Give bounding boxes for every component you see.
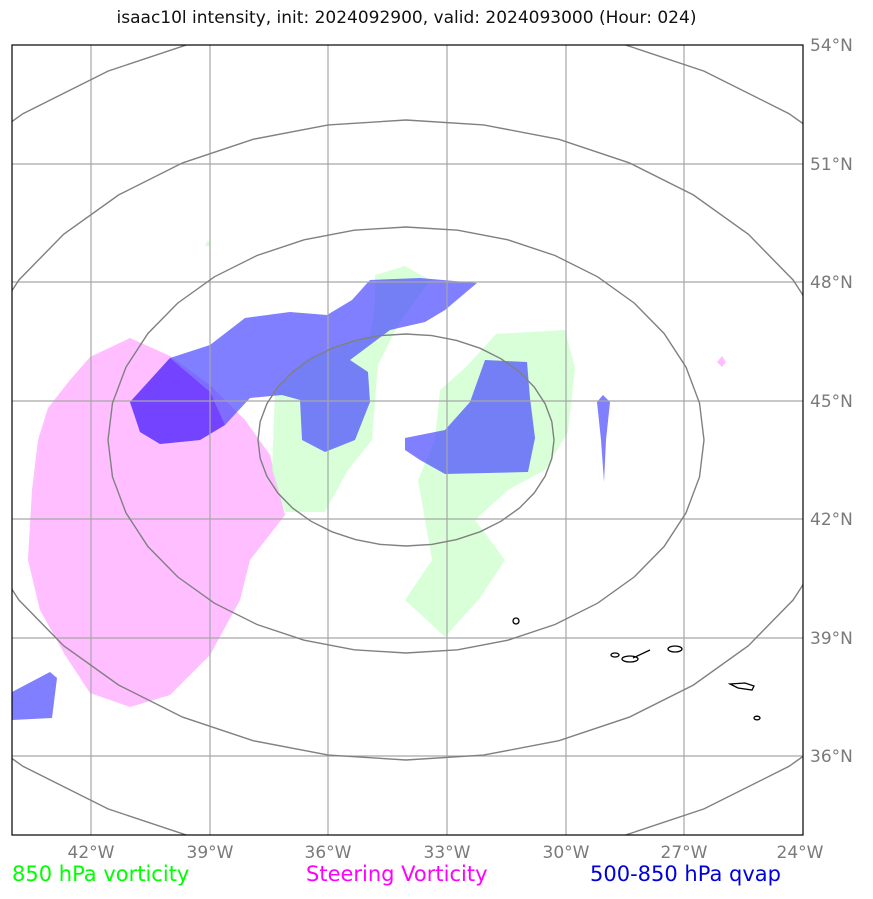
qvap-area-east — [405, 360, 535, 474]
range-rings — [12, 45, 803, 835]
lat-tick-labels: 54°N 51°N 48°N 45°N 42°N 39°N 36°N — [810, 36, 853, 767]
lon-tick-label: 30°W — [543, 843, 590, 863]
lat-tick-label: 36°N — [810, 747, 853, 767]
range-ring — [257, 333, 555, 547]
lon-tick-labels: 42°W 39°W 36°W 33°W 30°W 27°W 24°W — [68, 843, 824, 863]
qvap-area-southwest — [12, 672, 57, 720]
map-frame — [11, 44, 804, 836]
qvap-area-streak — [597, 395, 610, 482]
lat-tick-label: 54°N — [810, 36, 853, 56]
map-title: isaac10l intensity, init: 2024092900, va… — [116, 8, 697, 28]
range-ring — [107, 226, 705, 654]
lon-tick-label: 33°W — [424, 843, 471, 863]
lon-tick-label: 27°W — [661, 843, 708, 863]
legend-qvap: 500-850 hPa qvap — [590, 862, 781, 886]
lat-tick-label: 39°N — [810, 629, 853, 649]
steering-vorticity-area — [28, 338, 285, 707]
coastline-islands — [512, 617, 761, 721]
lat-tick-label: 42°N — [810, 510, 853, 530]
lat-tick-label: 48°N — [810, 273, 853, 293]
lat-tick-label: 45°N — [810, 392, 853, 412]
lon-tick-label: 39°W — [187, 843, 234, 863]
range-ring — [12, 45, 803, 835]
gridlines — [12, 45, 803, 835]
lon-tick-label: 36°W — [305, 843, 352, 863]
lat-tick-label: 51°N — [810, 155, 853, 175]
legend-steering-vorticity: Steering Vorticity — [306, 862, 488, 886]
steering-vorticity-area-small — [717, 356, 726, 367]
lon-tick-label: 42°W — [68, 843, 115, 863]
legend-850-vorticity: 850 hPa vorticity — [12, 862, 190, 886]
range-ring — [12, 119, 803, 761]
lon-tick-label: 24°W — [777, 843, 824, 863]
